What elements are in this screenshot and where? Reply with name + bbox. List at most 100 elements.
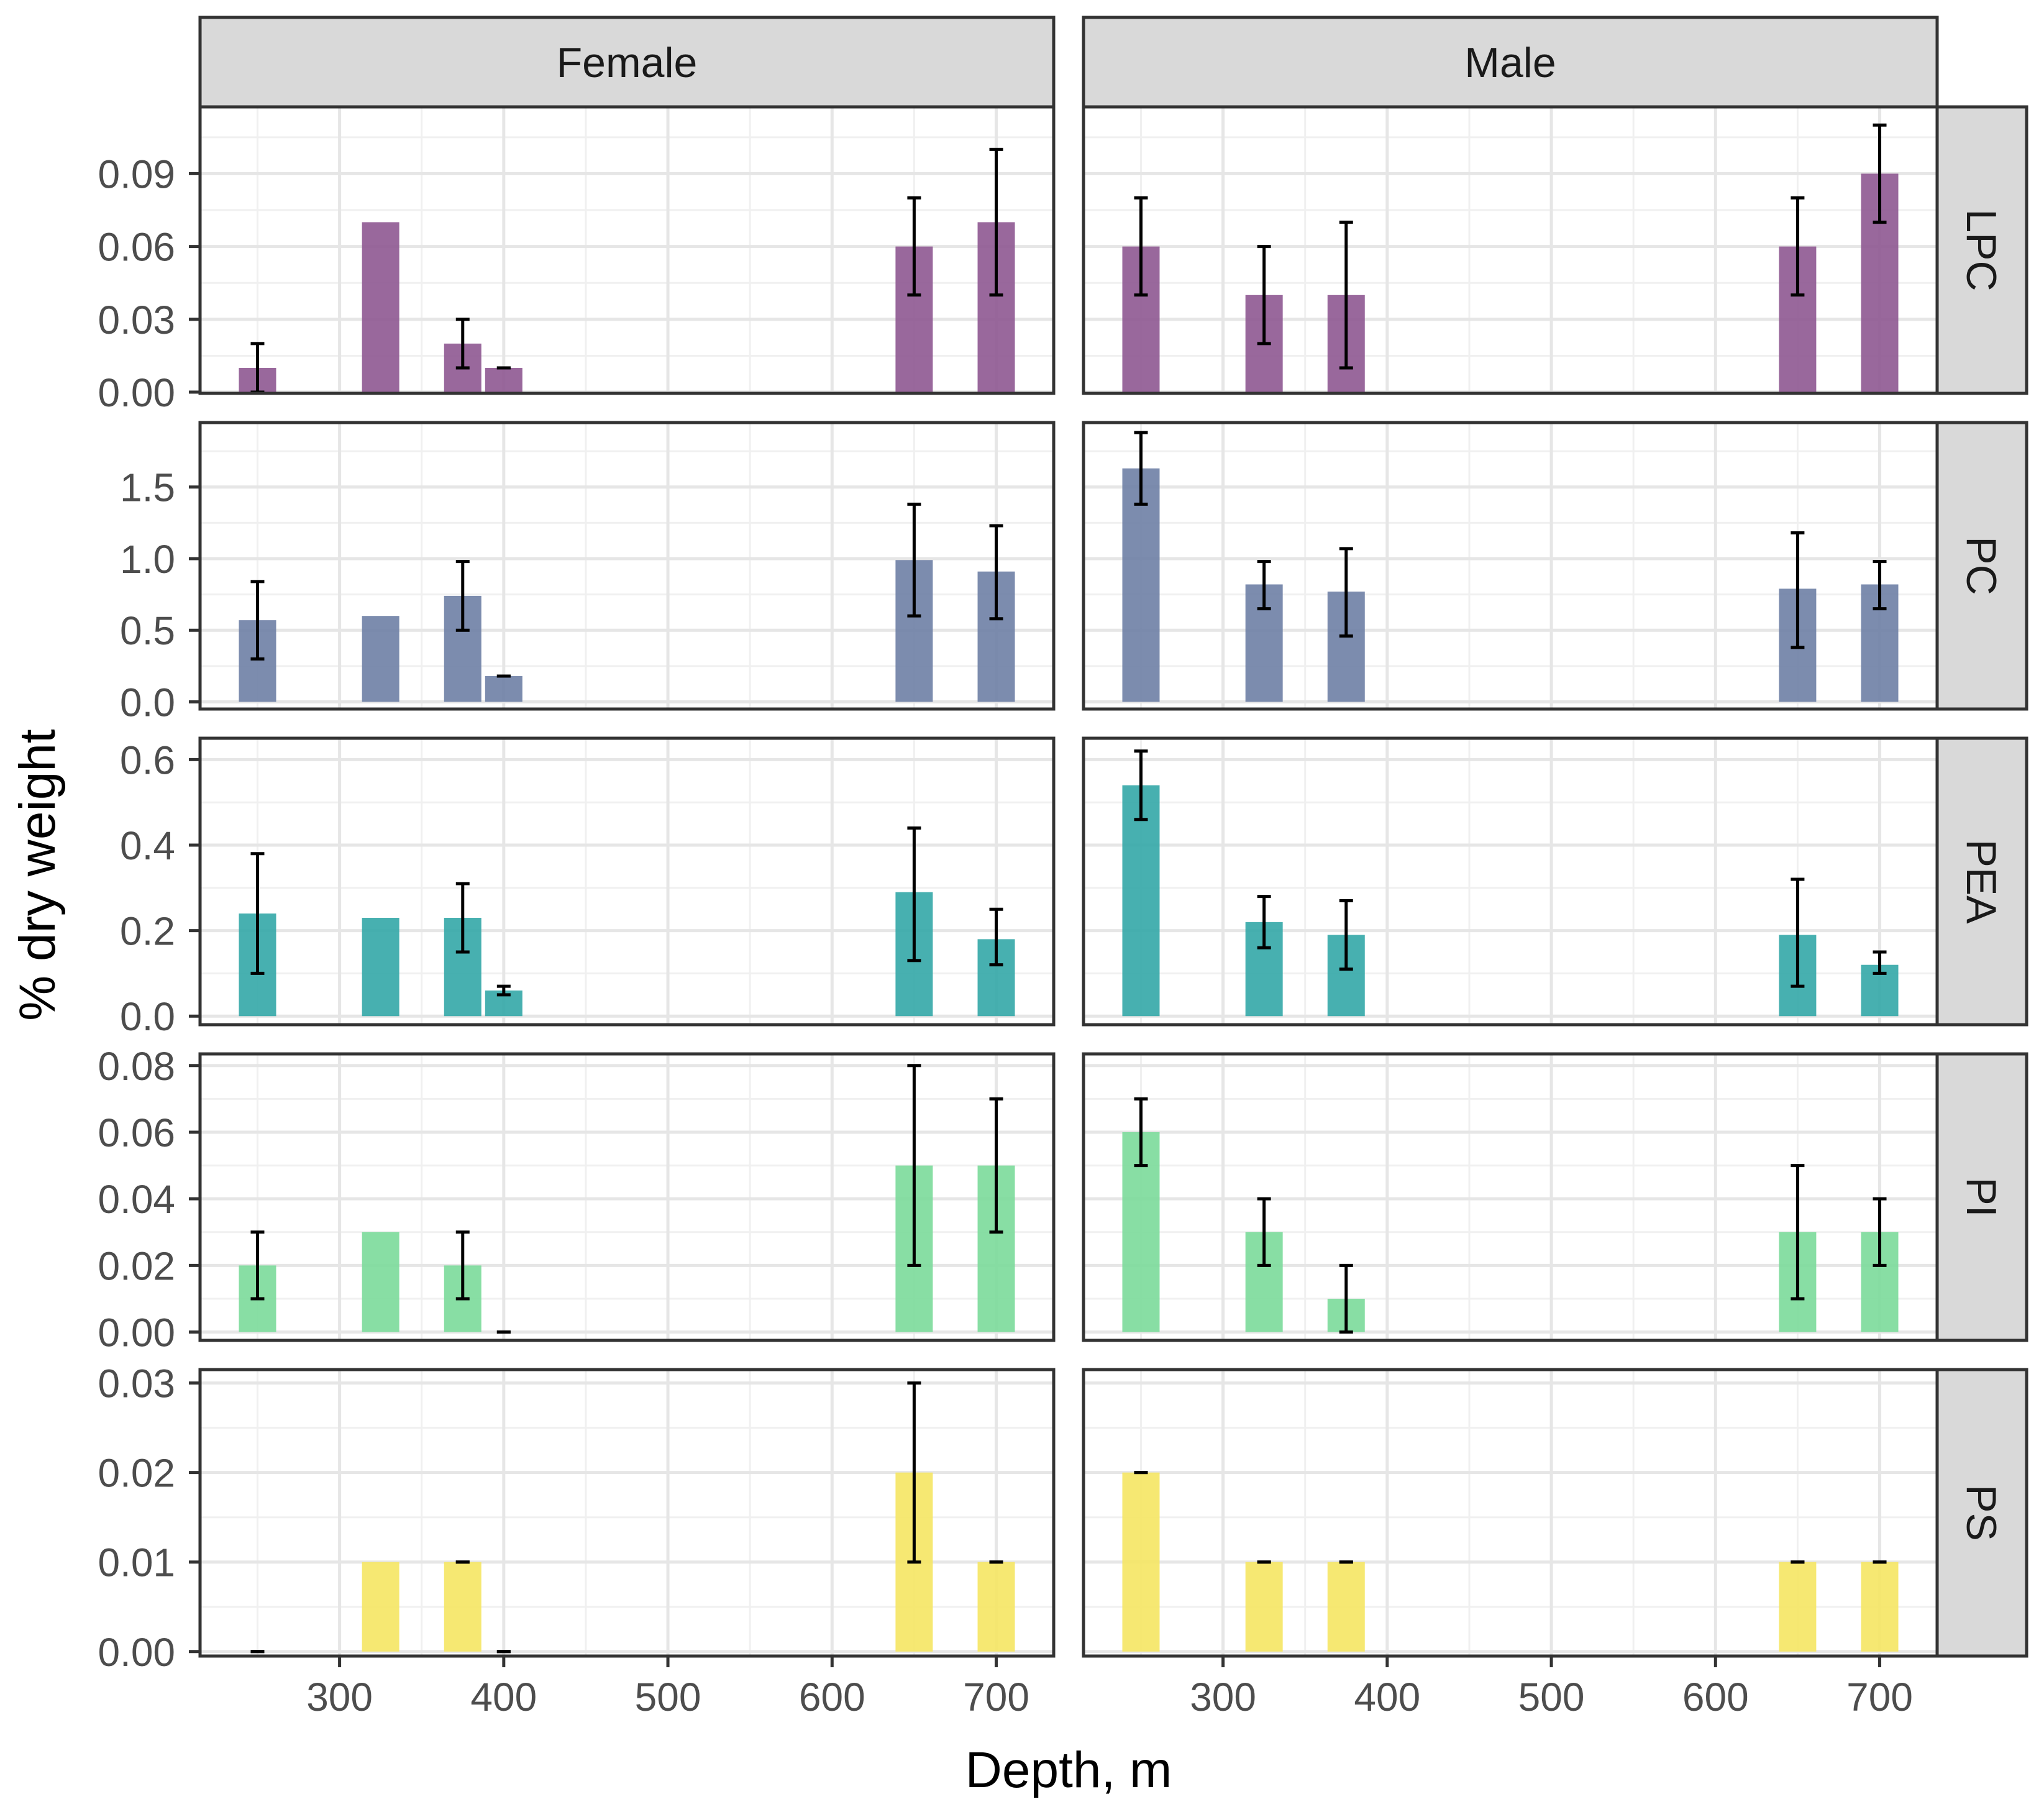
error-bar-pi-male-700 (1873, 1197, 1887, 1267)
bar-lpc-female-325 (362, 222, 399, 393)
y-tick-label: 0.08 (98, 1044, 175, 1089)
error-bar-pea-female-700 (989, 907, 1003, 967)
error-bar-lpc-female-700 (989, 147, 1003, 297)
panel-border (198, 1052, 1056, 1342)
row-strip-pea: PEA (1935, 736, 2028, 1027)
error-bar-pc-male-250 (1134, 431, 1148, 506)
error-bar-pea-female-400 (496, 984, 511, 997)
row-strip-label: PI (1958, 1177, 2005, 1217)
error-bar-lpc-male-250 (1134, 196, 1148, 297)
error-bar-lpc-female-650 (907, 196, 921, 297)
error-bar-pea-male-375 (1339, 899, 1353, 971)
row-strip-lpc: LPC (1935, 105, 2028, 395)
x-tick-label: 600 (799, 1675, 865, 1719)
error-bar-lpc-male-325 (1257, 245, 1271, 346)
error-bar-pi-female-650 (907, 1064, 921, 1267)
error-bar-lpc-male-375 (1339, 221, 1353, 370)
row-strip-label: PS (1958, 1485, 2005, 1541)
x-tick-label: 300 (306, 1675, 373, 1719)
y-tick-label: 1.5 (120, 465, 175, 510)
y-axis-pea: 0.0 0.2 0.4 0.6 (120, 738, 200, 1039)
y-tick-label: 0.00 (98, 1311, 175, 1355)
error-bar-pi-male-325 (1257, 1197, 1271, 1267)
x-tick-label: 600 (1682, 1675, 1749, 1719)
y-tick-label: 0.02 (98, 1243, 175, 1288)
error-bar-pi-female-250 (250, 1230, 265, 1301)
row-strip-ps: PS (1935, 1368, 2028, 1658)
y-tick-label: 0.00 (98, 370, 175, 415)
error-bar-pi-male-250 (1134, 1097, 1148, 1168)
column-strip-male: Male (1082, 16, 1939, 109)
panel-pea-male (1082, 736, 1939, 1027)
bar-ps-male-700 (1861, 1562, 1899, 1652)
error-bar-ps-female-650 (907, 1381, 921, 1564)
y-tick-label: 0.03 (98, 298, 175, 342)
bar-ps-female-700 (977, 1562, 1015, 1652)
error-bar-pc-female-700 (989, 524, 1003, 621)
error-bar-lpc-female-375 (455, 318, 470, 370)
error-bar-pc-male-700 (1873, 560, 1887, 611)
error-bar-pi-female-700 (989, 1097, 1003, 1234)
panel-lpc-female (198, 105, 1056, 395)
bar-ps-male-250 (1122, 1472, 1160, 1652)
x-tick-label: 400 (1354, 1675, 1420, 1719)
error-bar-pea-male-700 (1873, 950, 1887, 975)
error-bar-pea-female-250 (250, 852, 265, 975)
row-strip-background (1935, 105, 2028, 395)
y-tick-label: 0.01 (98, 1540, 175, 1585)
error-bar-pea-male-650 (1791, 877, 1805, 988)
y-axis-ps: 0.00 0.01 0.02 0.03 (98, 1362, 200, 1675)
panel-border (198, 736, 1056, 1027)
error-bar-pea-male-250 (1134, 749, 1148, 822)
y-tick-label: 0.6 (120, 738, 175, 782)
error-bar-pc-female-250 (250, 580, 265, 661)
row-strip-background (1935, 421, 2028, 711)
bar-ps-male-375 (1327, 1562, 1365, 1652)
bar-pi-female-325 (362, 1232, 399, 1332)
x-tick-label: 500 (635, 1675, 701, 1719)
y-axis-pc: 0.0 0.5 1.0 1.5 (120, 465, 200, 725)
error-bar-pc-male-650 (1791, 531, 1805, 649)
error-bar-pea-female-375 (455, 882, 470, 954)
x-axis-title: Depth, m (965, 1742, 1172, 1798)
panel-pi-female (198, 1052, 1056, 1342)
error-bar-pc-female-650 (907, 502, 921, 618)
bar-pc-female-325 (362, 616, 399, 702)
column-strip-label: Male (1464, 39, 1556, 86)
bar-ps-male-325 (1245, 1562, 1283, 1652)
panel-pc-female (198, 421, 1056, 711)
y-tick-label: 0.00 (98, 1630, 175, 1675)
column-strip-background (198, 16, 1056, 109)
error-bar-pea-male-325 (1257, 895, 1271, 950)
y-tick-label: 1.0 (120, 537, 175, 582)
row-strip-background (1935, 736, 2028, 1027)
strips-layer: LPC PC PEA PI PS Female Male (198, 16, 2028, 1658)
error-bar-pea-female-650 (907, 826, 921, 963)
panel-ps-female (198, 1368, 1056, 1658)
x-tick-label: 700 (1846, 1675, 1913, 1719)
y-tick-label: 0.06 (98, 1110, 175, 1155)
x-axis-male: 300 400 500 600 700 (1190, 1656, 1913, 1719)
x-tick-label: 400 (470, 1675, 537, 1719)
y-tick-label: 0.2 (120, 909, 175, 954)
y-tick-label: 0.04 (98, 1177, 175, 1222)
y-tick-label: 0.03 (98, 1362, 175, 1406)
x-axis-female: 300 400 500 600 700 (306, 1656, 1029, 1719)
column-strip-label: Female (557, 39, 698, 86)
row-strip-pi: PI (1935, 1052, 2028, 1342)
panels-layer (198, 105, 1939, 1658)
column-strip-background (1082, 16, 1939, 109)
axes-layer: 0.00 0.03 0.06 0.09 0.0 0.5 1.0 1.5 0.0 0.2 0.4 0.6… (98, 152, 1912, 1719)
error-bar-pc-male-325 (1257, 560, 1271, 611)
y-tick-label: 0.4 (120, 823, 175, 868)
y-tick-label: 0.02 (98, 1451, 175, 1496)
row-strip-label: PEA (1958, 839, 2005, 924)
bar-pc-male-250 (1122, 468, 1160, 702)
bar-pc-female-400 (485, 675, 522, 702)
error-bar-pc-male-375 (1339, 547, 1353, 638)
y-axis-pi: 0.00 0.02 0.04 0.06 0.08 (98, 1044, 200, 1355)
bar-lpc-female-400 (485, 367, 522, 393)
y-tick-label: 0.06 (98, 225, 175, 270)
x-tick-label: 300 (1190, 1675, 1256, 1719)
